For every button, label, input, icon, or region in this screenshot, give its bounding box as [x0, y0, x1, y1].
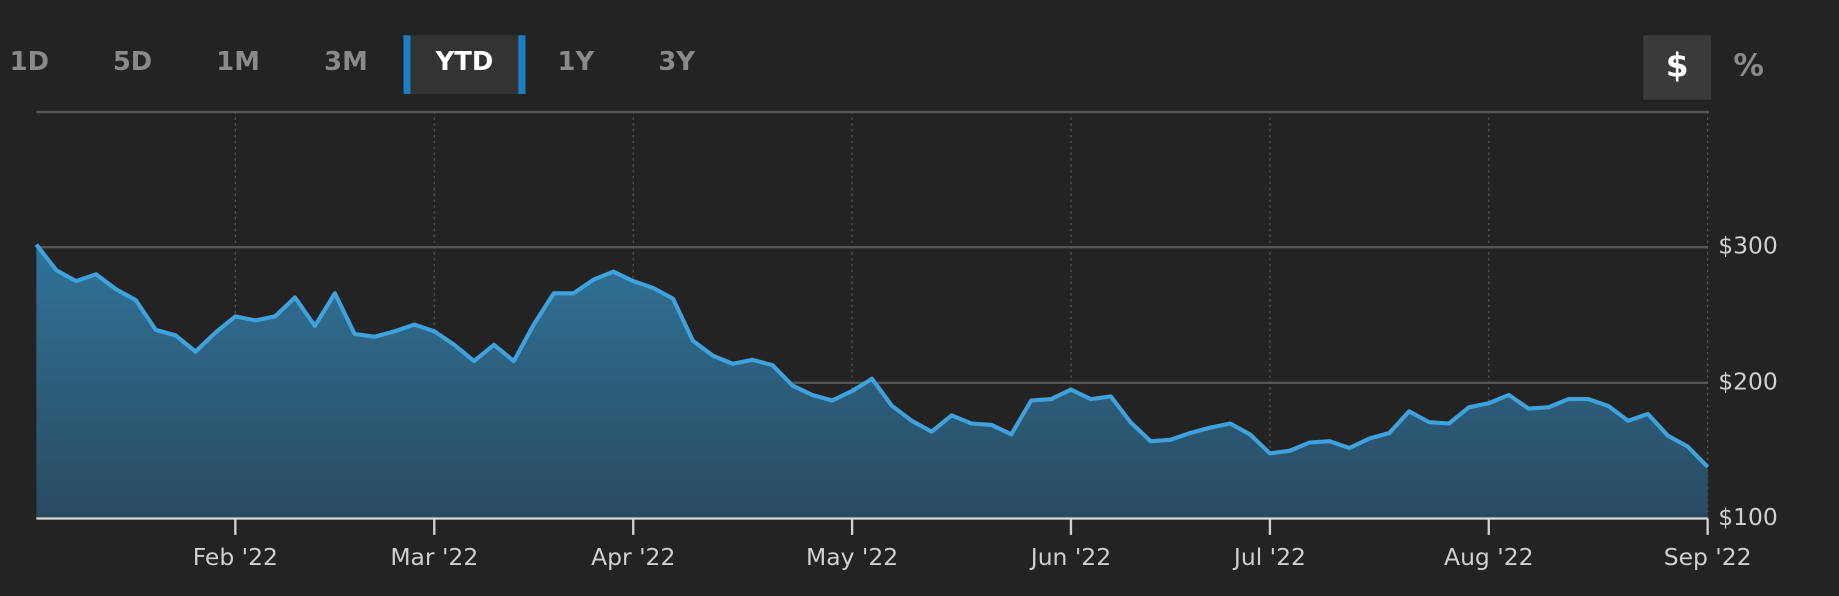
x-tick-label: Jul '22	[1232, 543, 1306, 571]
range-selector: 1D 5D 1M 3M YTD 1Y 3Y	[10, 35, 695, 94]
x-tick-label: Sep '22	[1664, 543, 1752, 571]
range-button[interactable]: 1Y	[558, 47, 595, 77]
range-button[interactable]: 1D	[10, 47, 49, 77]
unit-selector: $ %	[1643, 35, 1764, 100]
unit-button[interactable]: $	[1666, 46, 1689, 84]
x-tick-label: Feb '22	[193, 543, 278, 571]
x-tick-label: Mar '22	[390, 543, 478, 571]
x-tick-label: Apr '22	[591, 543, 675, 571]
y-tick-label: $300	[1718, 232, 1778, 260]
y-tick-label: $200	[1718, 367, 1778, 395]
range-button[interactable]: 5D	[113, 47, 152, 77]
selected-range-edge	[518, 35, 526, 94]
selected-range-bg	[406, 35, 522, 94]
range-button[interactable]: YTD	[435, 47, 494, 77]
range-button[interactable]: 1M	[216, 47, 260, 77]
price-line	[34, 243, 1710, 469]
range-button[interactable]: 3Y	[658, 47, 695, 77]
x-tick-label: Aug '22	[1444, 543, 1533, 571]
range-button[interactable]: 3M	[324, 47, 368, 77]
x-tick-label: May '22	[806, 543, 898, 571]
selected-range-edge	[403, 35, 411, 94]
x-tick-label: Jun '22	[1029, 543, 1111, 571]
y-tick-label: $100	[1718, 503, 1778, 531]
unit-button[interactable]: %	[1733, 48, 1764, 83]
selected-unit-bg	[1643, 35, 1712, 100]
